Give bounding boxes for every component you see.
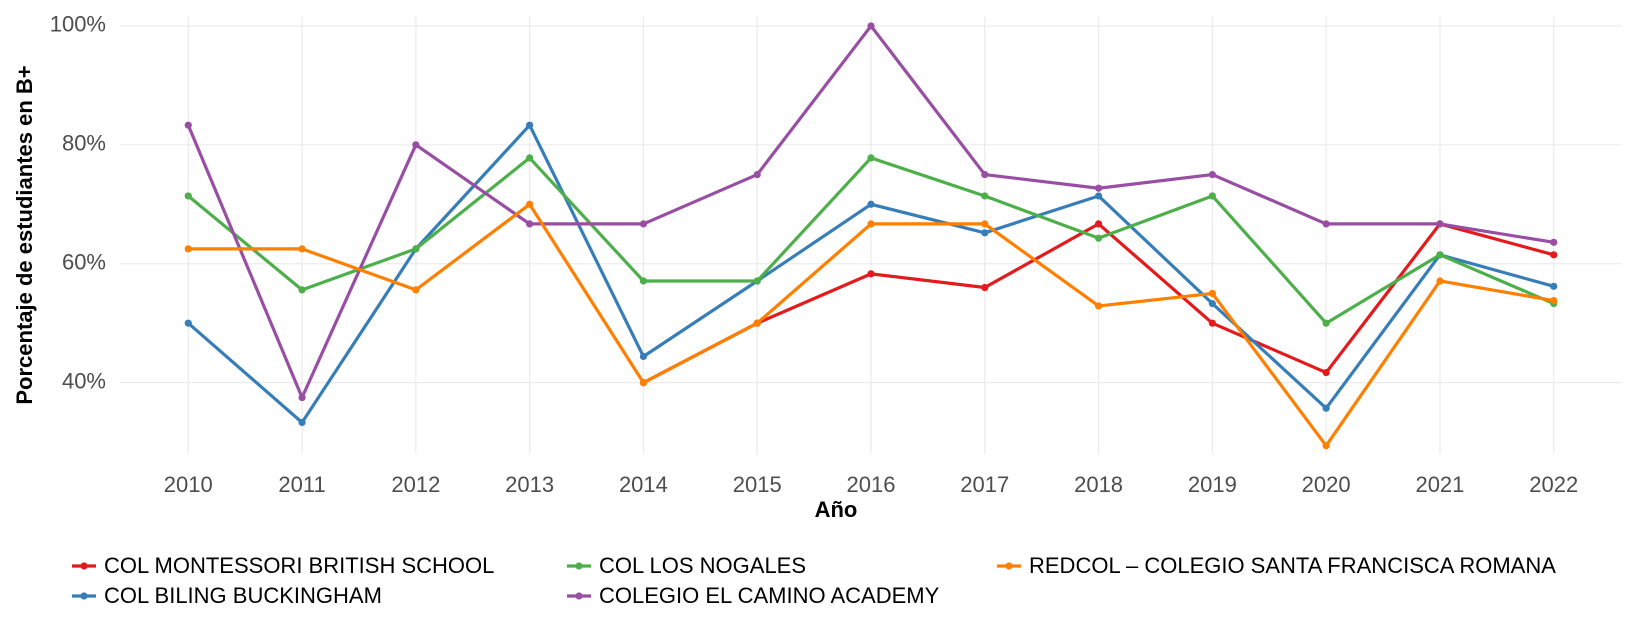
point	[753, 319, 761, 327]
point	[1208, 299, 1216, 308]
legend-label: COL BILING BUCKINGHAM	[104, 583, 382, 608]
grid	[120, 17, 1622, 454]
x-tick-label: 2017	[960, 472, 1009, 497]
x-tick-label: 2015	[733, 472, 782, 497]
series	[184, 200, 1558, 450]
point	[1094, 220, 1103, 228]
legend-swatch	[80, 562, 88, 570]
x-tick-label: 2021	[1415, 472, 1464, 497]
point	[412, 141, 420, 149]
point	[526, 154, 534, 162]
point	[298, 286, 306, 294]
point	[1322, 319, 1330, 327]
y-tick-label: 80%	[62, 131, 106, 156]
point	[184, 245, 192, 253]
point	[639, 379, 648, 387]
point	[639, 352, 648, 361]
point	[1322, 442, 1330, 450]
point	[184, 121, 192, 129]
x-tick-label: 2022	[1529, 472, 1578, 497]
point	[1436, 277, 1444, 285]
x-tick-label: 2020	[1302, 472, 1351, 497]
point	[867, 270, 875, 278]
point	[1550, 297, 1558, 305]
legend-label: REDCOL – COLEGIO SANTA FRANCISCA ROMANA	[1029, 553, 1556, 578]
point	[412, 286, 420, 294]
point	[1094, 192, 1103, 200]
legend-label: COL LOS NOGALES	[599, 553, 806, 578]
point	[867, 22, 875, 30]
point	[1550, 238, 1558, 246]
point	[1208, 289, 1216, 298]
point	[1436, 220, 1444, 228]
point	[526, 220, 534, 228]
point	[867, 154, 875, 162]
y-tick-label: 60%	[62, 250, 106, 275]
point	[867, 220, 875, 228]
point	[1208, 192, 1216, 200]
x-tick-label: 2018	[1074, 472, 1123, 497]
legend-swatch	[80, 592, 88, 600]
point	[1550, 282, 1558, 290]
point	[412, 245, 420, 253]
x-tick-label: 2019	[1188, 472, 1237, 497]
point	[526, 200, 534, 208]
point	[1094, 184, 1103, 192]
point	[753, 277, 761, 285]
point	[981, 220, 989, 228]
point	[753, 170, 761, 179]
legend-swatch	[1005, 562, 1013, 570]
point	[1436, 251, 1444, 259]
point	[639, 220, 648, 228]
y-tick-label: 100%	[50, 12, 106, 37]
point	[867, 200, 875, 208]
legend-swatch	[575, 592, 583, 600]
x-tick-label: 2016	[847, 472, 896, 497]
point	[1208, 170, 1216, 179]
point	[981, 170, 989, 179]
x-tick-label: 2012	[391, 472, 440, 497]
point	[1322, 368, 1330, 377]
x-axis-label: Año	[815, 497, 858, 522]
y-axis-label: Porcentaje de estudiantes en B+	[12, 65, 37, 404]
point	[639, 277, 648, 285]
point	[1322, 404, 1330, 412]
point	[298, 418, 306, 427]
point	[1208, 319, 1216, 327]
point	[981, 229, 989, 237]
legend-label: COLEGIO EL CAMINO ACADEMY	[599, 583, 940, 608]
point	[981, 192, 989, 200]
point	[526, 121, 534, 129]
y-tick-label: 40%	[62, 368, 106, 393]
x-tick-label: 2013	[505, 472, 554, 497]
x-tick-label: 2014	[619, 472, 668, 497]
legend-swatch	[575, 562, 583, 570]
point	[1094, 302, 1103, 310]
point	[184, 192, 192, 200]
point	[298, 245, 306, 253]
point	[1322, 220, 1330, 228]
point	[298, 393, 306, 402]
x-tick-label: 2010	[164, 472, 213, 497]
point	[184, 319, 192, 327]
point	[1094, 234, 1103, 242]
point	[981, 283, 989, 292]
x-tick-label: 2011	[278, 472, 325, 497]
series	[184, 22, 1558, 402]
point	[1550, 251, 1558, 259]
legend-label: COL MONTESSORI BRITISH SCHOOL	[104, 553, 494, 578]
